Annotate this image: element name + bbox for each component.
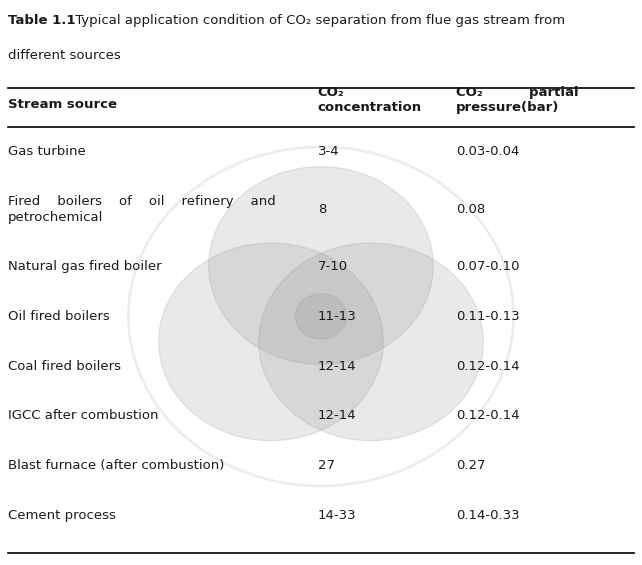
- Text: CO₂          partial
pressure(bar): CO₂ partial pressure(bar): [456, 86, 578, 114]
- Text: 0.11-0.13: 0.11-0.13: [456, 310, 519, 323]
- Text: Coal fired boilers: Coal fired boilers: [8, 359, 121, 373]
- Text: 14-33: 14-33: [318, 508, 356, 522]
- Circle shape: [209, 167, 433, 364]
- Text: 0.07-0.10: 0.07-0.10: [456, 260, 519, 273]
- Text: Typical application condition of CO₂ separation from flue gas stream from: Typical application condition of CO₂ sep…: [71, 14, 565, 27]
- Text: 0.03-0.04: 0.03-0.04: [456, 145, 519, 159]
- Text: 0.14-0.33: 0.14-0.33: [456, 508, 519, 522]
- Text: 11-13: 11-13: [318, 310, 356, 323]
- Text: 27: 27: [318, 459, 334, 472]
- Text: IGCC after combustion: IGCC after combustion: [8, 409, 158, 423]
- Text: 0.12-0.14: 0.12-0.14: [456, 359, 519, 373]
- Text: 12-14: 12-14: [318, 409, 356, 423]
- Text: Natural gas fired boiler: Natural gas fired boiler: [8, 260, 161, 273]
- Text: Blast furnace (after combustion): Blast furnace (after combustion): [8, 459, 224, 472]
- Text: Cement process: Cement process: [8, 508, 116, 522]
- Text: Stream source: Stream source: [8, 98, 117, 111]
- Text: Fired    boilers    of    oil    refinery    and
petrochemical: Fired boilers of oil refinery and petroc…: [8, 195, 275, 224]
- Text: 0.12-0.14: 0.12-0.14: [456, 409, 519, 423]
- Circle shape: [159, 243, 383, 441]
- Circle shape: [295, 294, 347, 339]
- Text: Gas turbine: Gas turbine: [8, 145, 85, 159]
- Text: 0.27: 0.27: [456, 459, 485, 472]
- Text: 12-14: 12-14: [318, 359, 356, 373]
- Text: CO₂
concentration: CO₂ concentration: [318, 86, 422, 114]
- Text: different sources: different sources: [8, 49, 121, 62]
- Text: 0.08: 0.08: [456, 203, 485, 216]
- Text: Oil fired boilers: Oil fired boilers: [8, 310, 109, 323]
- Text: Table 1.1: Table 1.1: [8, 14, 75, 27]
- Text: 8: 8: [318, 203, 326, 216]
- Text: 7-10: 7-10: [318, 260, 348, 273]
- Circle shape: [259, 243, 483, 441]
- Text: 3-4: 3-4: [318, 145, 340, 159]
